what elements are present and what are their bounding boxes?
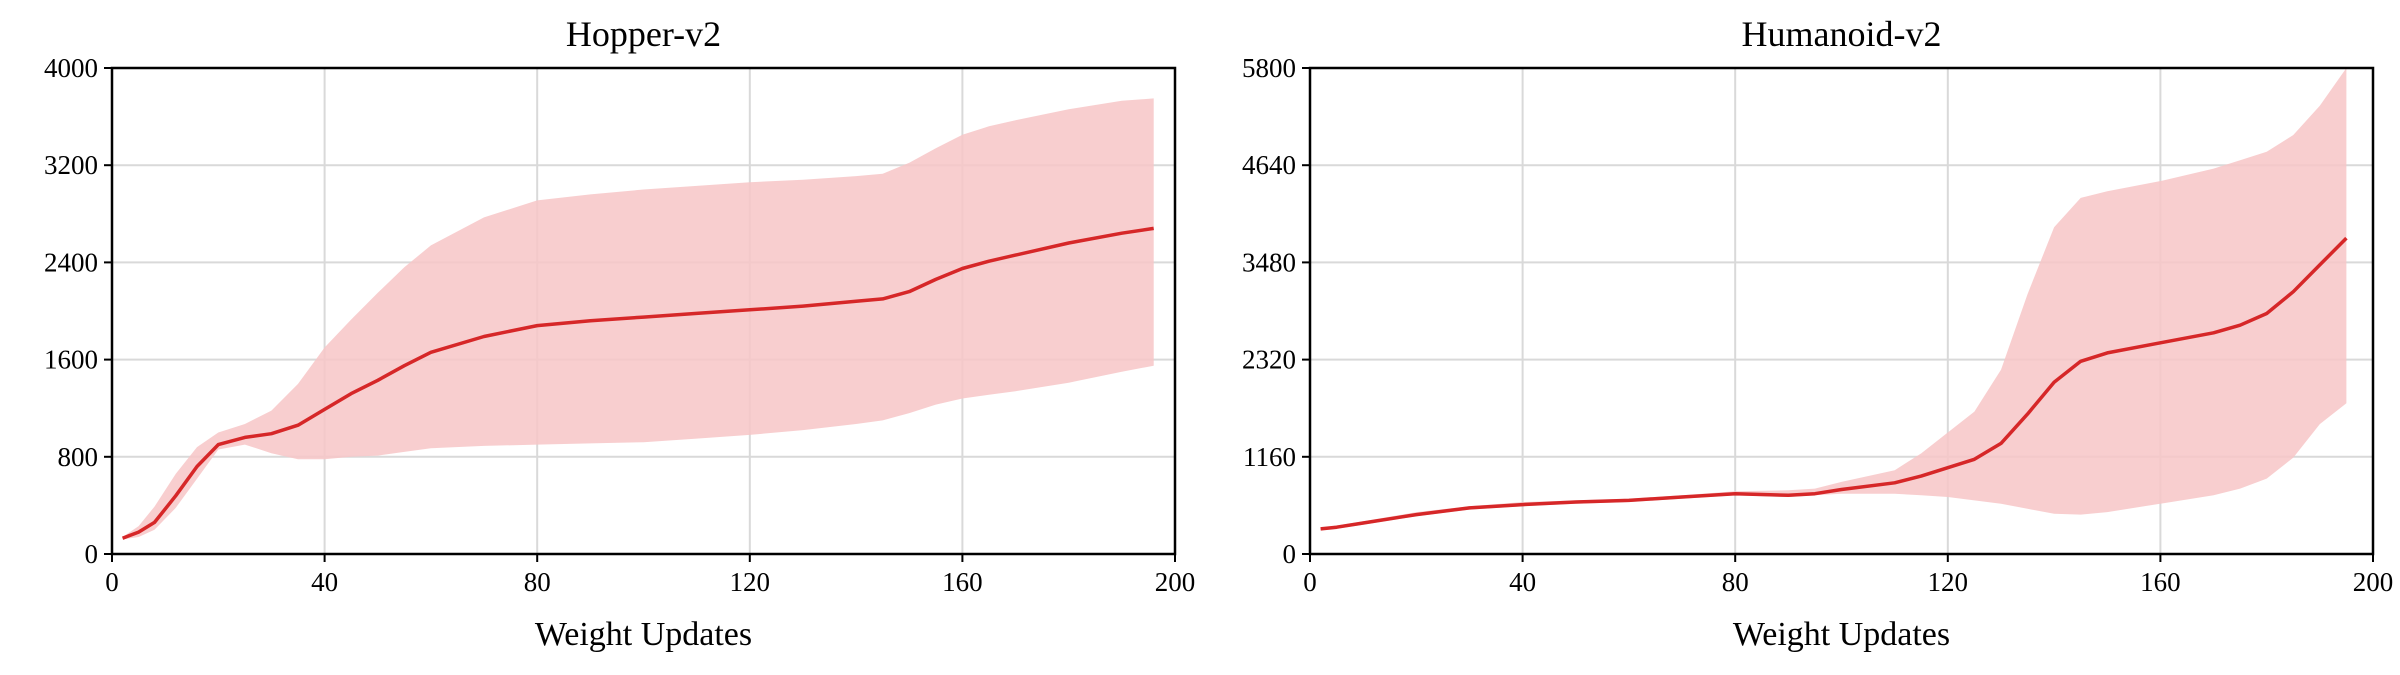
x-tick-label: 160	[2140, 567, 2181, 597]
y-tick-label: 0	[85, 539, 99, 569]
humanoid-chart: Humanoid-v2 0 40 80 120 160 200 0 1160 2320 3480 4…	[1242, 14, 2393, 653]
x-tick-label: 40	[1509, 567, 1536, 597]
x-axis-label: Weight Updates	[535, 616, 752, 653]
x-tick-label: 200	[1155, 567, 1196, 597]
y-tick-label: 5800	[1242, 53, 1296, 83]
y-tick-label: 800	[58, 442, 99, 472]
x-tick-label: 120	[730, 567, 771, 597]
y-tick-label: 2400	[44, 247, 98, 277]
axis-ticks: 0 40 80 120 160 200 0 1160 2320 3480 4640 5800	[1242, 53, 2393, 597]
x-tick-label: 0	[1303, 567, 1317, 597]
x-tick-label: 80	[1722, 567, 1749, 597]
y-tick-label: 4640	[1242, 150, 1296, 180]
hopper-chart: Hopper-v2 0 40 80 120 160 200 0 800 1600 2400 3200…	[44, 14, 1195, 653]
y-tick-label: 1160	[1243, 442, 1296, 472]
y-tick-label: 0	[1283, 539, 1297, 569]
mean-line	[1320, 236, 2348, 531]
y-tick-label: 4000	[44, 53, 98, 83]
x-axis-label: Weight Updates	[1733, 616, 1950, 653]
std-band	[1320, 68, 2347, 530]
y-tick-label: 3200	[44, 150, 98, 180]
axis-ticks: 0 40 80 120 160 200 0 800 1600 2400 3200 4000	[44, 53, 1195, 597]
x-tick-label: 200	[2353, 567, 2394, 597]
y-tick-label: 2320	[1242, 345, 1296, 375]
x-tick-label: 160	[942, 567, 983, 597]
x-tick-label: 40	[311, 567, 338, 597]
chart-title: Humanoid-v2	[1742, 14, 1942, 54]
mean-line	[121, 226, 1154, 540]
x-tick-label: 120	[1928, 567, 1969, 597]
x-tick-label: 80	[524, 567, 551, 597]
chart-title: Hopper-v2	[566, 14, 721, 54]
x-tick-label: 0	[105, 567, 119, 597]
plot-frame	[1308, 66, 2375, 556]
y-tick-label: 1600	[44, 345, 98, 375]
plot-frame	[110, 66, 1177, 556]
y-tick-label: 3480	[1242, 247, 1296, 277]
